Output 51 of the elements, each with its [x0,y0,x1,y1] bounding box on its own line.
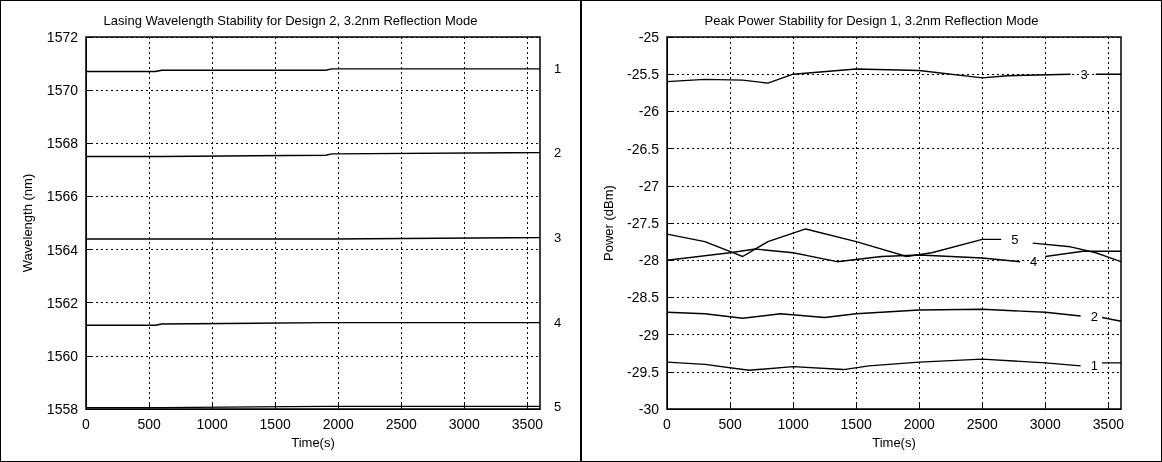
y-tick-label: -29 [638,326,660,343]
x-tick-label: 3000 [1029,416,1062,432]
series-label: 2 [554,145,562,161]
series-label: 2 [1090,308,1098,324]
x-tick-label: 2000 [903,416,935,432]
y-tick-label: -26.5 [627,140,660,157]
y-tick-label: -30 [638,401,660,417]
y-tick-label: -29.5 [627,363,660,380]
y-tick-label: 1560 [46,347,79,364]
series-label: 1 [1090,358,1098,374]
y-tick-label: -28 [638,252,660,269]
x-tick-label: 500 [718,416,742,432]
series-label: 3 [554,230,562,246]
x-tick-label: 2500 [385,416,418,432]
x-tick-label: 2000 [322,416,354,432]
series-label: 1 [554,61,562,77]
series-label: 3 [1080,66,1088,82]
y-tick-label: 1572 [46,29,79,45]
x-tick-label: 1500 [259,416,291,432]
series-label: 4 [1030,254,1038,270]
x-tick-label: 1000 [777,416,809,432]
y-tick-label: 1558 [46,401,79,417]
series-label: 5 [1011,231,1019,247]
y-tick-label: 1570 [46,82,79,99]
x-tick-label: 3000 [448,416,481,432]
y-tick-label: -26 [638,103,660,120]
y-tick-label: -25.5 [627,66,660,83]
y-tick-label: 1568 [46,135,79,152]
y-axis-title: Wavelength (nm) [20,173,35,273]
x-tick-label: 0 [663,416,672,432]
x-axis-title: Time(s) [291,434,335,450]
y-tick-label: 1564 [46,241,79,258]
y-tick-label: 1562 [46,294,79,311]
chart-title: Peak Power Stability for Design 1, 3.2nm Reflection Mode [704,13,1039,28]
series-label: 5 [554,398,562,414]
y-tick-label: -27 [638,177,660,194]
chart-title: Lasing Wavelength Stability for Design 2, 3.2nm Reflection Mode [103,13,478,28]
x-tick-label: 1000 [196,416,228,432]
y-tick-label: 1566 [46,188,79,205]
x-tick-label: 1500 [840,416,872,432]
x-tick-label: 3500 [1092,416,1125,432]
series-label: 4 [554,315,562,331]
x-tick-label: 500 [137,416,161,432]
y-tick-label: -25 [638,29,660,45]
x-axis-title: Time(s) [872,434,916,450]
x-tick-label: 3500 [511,416,544,432]
y-tick-label: -27.5 [627,215,660,231]
y-axis-title: Power (dBm) [601,185,616,261]
x-tick-label: 2500 [966,416,999,432]
y-tick-label: -28.5 [627,289,660,306]
x-tick-label: 0 [82,416,91,432]
